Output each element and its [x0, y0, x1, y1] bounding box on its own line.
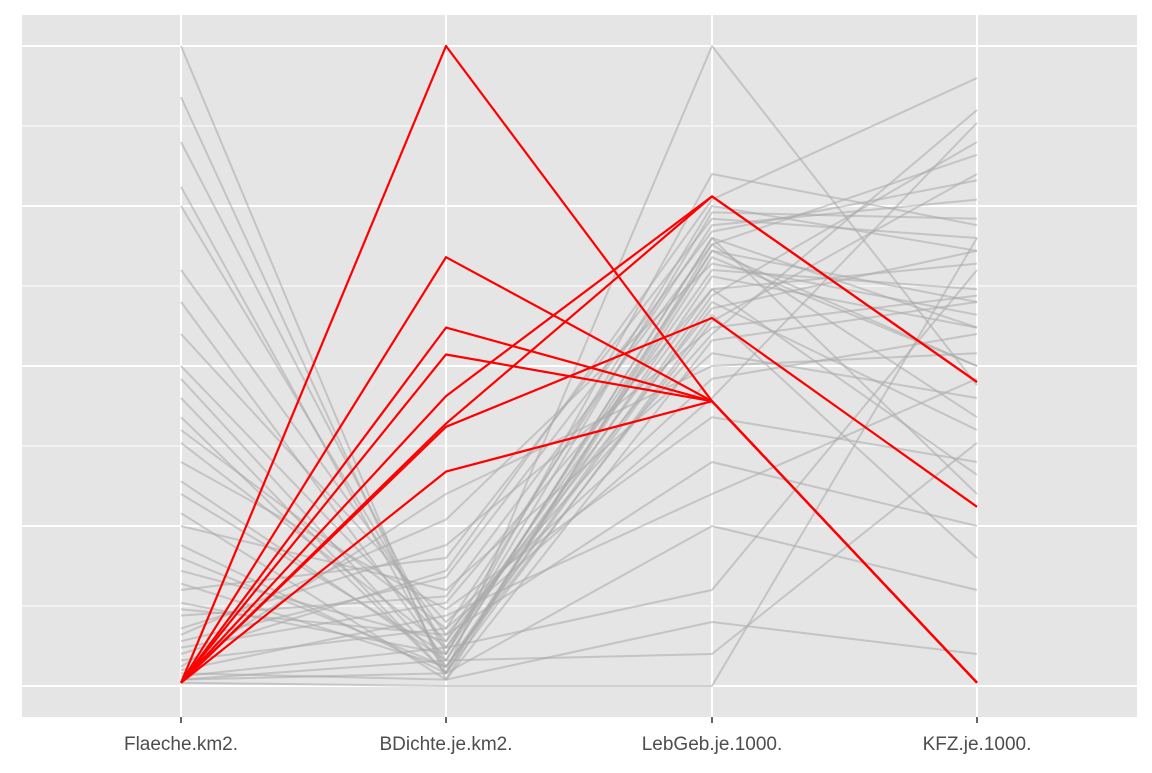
- x-axis: Flaeche.km2. BDichte.je.km2. LebGeb.je.100…: [124, 717, 1031, 755]
- x-axis-tick-label: Flaeche.km2.: [124, 734, 238, 755]
- x-axis-tick-label: KFZ.je.1000.: [923, 734, 1032, 755]
- x-axis-tick-label: BDichte.je.km2.: [379, 734, 512, 755]
- x-axis-tick-label: LebGeb.je.1000.: [642, 734, 783, 755]
